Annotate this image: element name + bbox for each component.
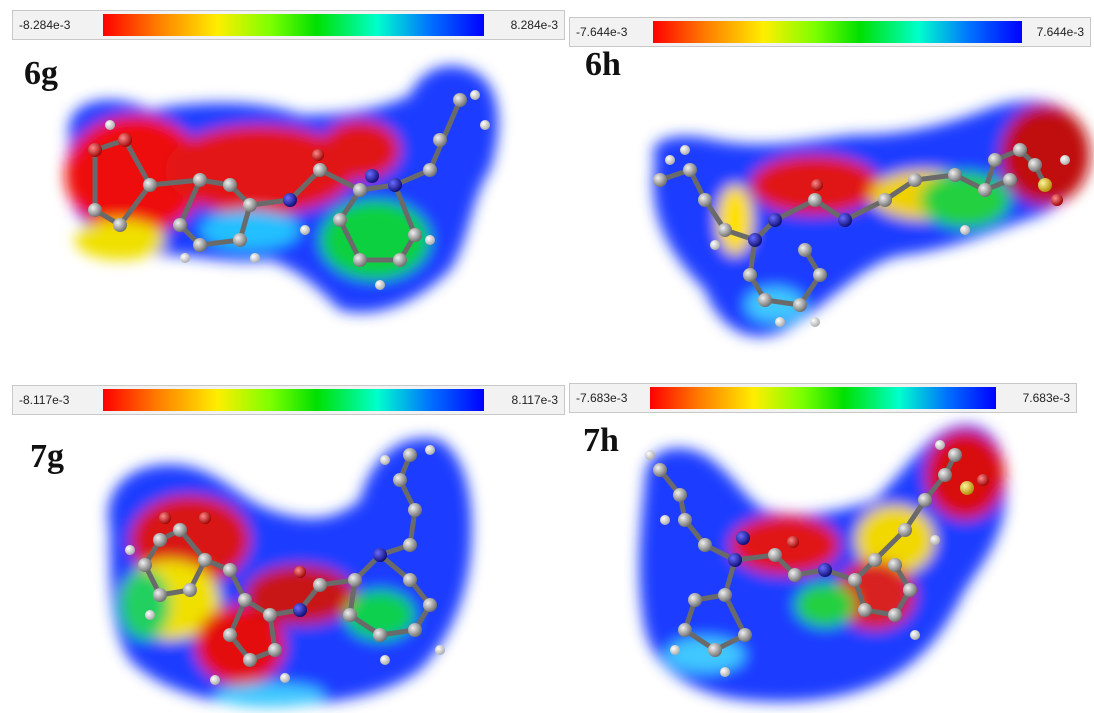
panel-7h: -7.683e-3 7.683e-3 xyxy=(565,360,1094,713)
scale-max-label: 7.644e-3 xyxy=(1036,25,1084,39)
esp-surface-molecule xyxy=(65,65,499,313)
panel-6g: -8.284e-3 8.284e-3 xyxy=(0,0,565,360)
scale-min-label: -7.683e-3 xyxy=(576,391,628,405)
esp-surface-molecule xyxy=(639,424,1006,702)
scale-max-label: 7.683e-3 xyxy=(1022,391,1070,405)
scale-gradient xyxy=(103,389,484,411)
scale-gradient xyxy=(103,14,484,36)
color-scale-bar: -8.117e-3 8.117e-3 xyxy=(12,385,565,415)
atoms xyxy=(653,143,1070,327)
color-scale-bar: -7.644e-3 7.644e-3 xyxy=(569,17,1091,47)
esp-surface-molecule xyxy=(653,101,1090,337)
panel-label: 7g xyxy=(30,438,64,475)
scale-min-label: -7.644e-3 xyxy=(576,25,628,39)
scale-min-label: -8.117e-3 xyxy=(19,393,70,407)
panel-label: 6h xyxy=(585,46,621,83)
atoms xyxy=(645,440,989,677)
panel-label: 6g xyxy=(24,55,58,92)
scale-min-label: -8.284e-3 xyxy=(19,18,71,32)
scale-max-label: 8.117e-3 xyxy=(511,393,558,407)
panel-7g: -8.117e-3 8.117e-3 xyxy=(0,360,565,713)
color-scale-bar: -8.284e-3 8.284e-3 xyxy=(12,10,565,40)
esp-surface-molecule xyxy=(108,438,472,707)
panel-label: 7h xyxy=(583,422,619,459)
atoms xyxy=(88,90,490,290)
panel-6h: -7.644e-3 7.644e-3 xyxy=(565,0,1094,360)
scale-max-label: 8.284e-3 xyxy=(510,18,558,32)
scale-gradient xyxy=(650,387,996,409)
color-scale-bar: -7.683e-3 7.683e-3 xyxy=(569,383,1077,413)
atoms xyxy=(125,445,445,685)
scale-gradient xyxy=(653,21,1022,43)
